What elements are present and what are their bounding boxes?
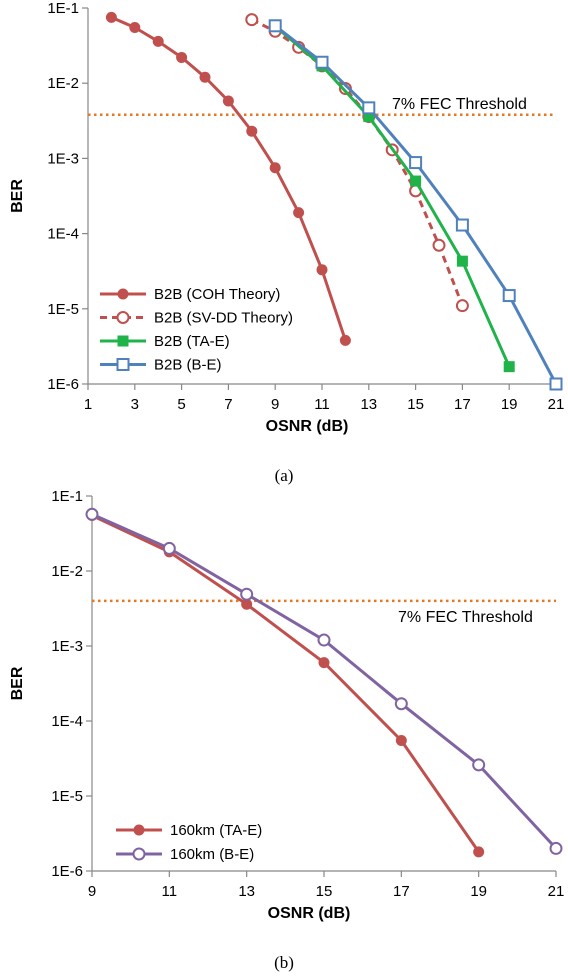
data-point <box>316 264 328 276</box>
data-point <box>363 111 375 123</box>
chart-a: 1E-61E-51E-41E-31E-21E-11 3 5 7 9 11 13 15 17 19 2… <box>9 0 564 485</box>
x-tick-label: 17 <box>454 396 471 413</box>
data-point <box>503 361 515 373</box>
x-tick-label: 21 <box>548 883 565 900</box>
x-tick-label: 13 <box>360 396 377 413</box>
fec-threshold-label: 7% FEC Threshold <box>392 96 527 113</box>
x-tick-label: 19 <box>470 883 487 900</box>
legend-label: B2B (TA-E) <box>154 333 230 350</box>
x-tick-label: 17 <box>393 883 410 900</box>
y-tick-label: 1E-2 <box>51 563 83 580</box>
y-tick-label: 1E-6 <box>47 376 79 393</box>
y-tick-label: 1E-2 <box>47 75 79 92</box>
data-point <box>455 299 469 313</box>
data-point <box>152 35 164 47</box>
x-tick-label: 13 <box>238 883 255 900</box>
data-point <box>502 289 516 303</box>
x-tick-label: 9 <box>88 883 96 900</box>
data-point <box>317 633 331 647</box>
x-tick-label: 11 <box>162 883 178 900</box>
x-tick-label: 15 <box>407 396 424 413</box>
legend-label: 160km (B-E) <box>170 846 254 863</box>
x-axis-label: OSNR (dB) <box>268 905 351 922</box>
data-point <box>240 587 254 601</box>
data-point <box>455 218 469 232</box>
series-line <box>251 18 464 307</box>
y-tick-label: 1E-1 <box>47 0 79 17</box>
data-point <box>409 156 423 170</box>
y-tick-label: 1E-1 <box>51 488 83 505</box>
data-point <box>473 846 485 858</box>
x-tick-label: 7 <box>224 396 232 413</box>
data-point <box>315 55 329 69</box>
data-point <box>432 238 446 252</box>
x-tick-label: 11 <box>314 396 330 413</box>
series-line <box>91 512 558 850</box>
x-tick-label: 1 <box>84 396 92 413</box>
figure-caption: (a) <box>275 466 294 485</box>
legend-marker <box>132 847 146 861</box>
series-line <box>91 514 480 853</box>
y-tick-label: 1E-6 <box>51 863 83 880</box>
x-tick-label: 9 <box>271 396 279 413</box>
legend-marker <box>116 311 130 324</box>
data-point <box>241 598 253 610</box>
x-tick-label: 21 <box>548 396 565 413</box>
data-point <box>85 507 99 521</box>
data-point <box>105 11 117 23</box>
chart-b: 1E-6 1E-5 1E-4 1E-3 1E-2 1E-1 9 11 13 15 17 19 21 OSN… <box>9 488 564 972</box>
data-point <box>456 255 468 267</box>
legend-label: B2B (COH Theory) <box>154 286 280 303</box>
data-point <box>362 101 376 115</box>
x-axis-label: OSNR (dB) <box>266 418 349 435</box>
data-point <box>176 51 188 63</box>
data-point <box>472 758 486 772</box>
legend-marker <box>117 288 129 300</box>
fec-threshold-label: 7% FEC Threshold <box>398 609 533 626</box>
series-line <box>274 24 558 385</box>
data-point <box>222 95 234 107</box>
y-tick-label: 1E-3 <box>51 638 83 655</box>
legend-label: B2B (SV-DD Theory) <box>154 310 293 327</box>
y-axis-label: BER <box>9 179 26 213</box>
data-point <box>246 125 258 137</box>
data-point <box>293 207 305 219</box>
legend-label: B2B (B-E) <box>154 357 222 374</box>
legend-label: 160km (TA-E) <box>170 822 262 839</box>
legend-marker <box>117 335 129 347</box>
series-line <box>274 25 511 368</box>
data-point <box>269 162 281 174</box>
y-tick-label: 1E-5 <box>51 788 83 805</box>
legend-marker <box>116 358 130 371</box>
x-tick-label: 5 <box>177 396 185 413</box>
data-point <box>129 22 141 34</box>
y-tick-label: 1E-3 <box>47 150 79 167</box>
x-tick-label: 3 <box>131 396 139 413</box>
data-point <box>199 71 211 83</box>
data-point <box>549 841 563 855</box>
y-tick-label: 1E-4 <box>47 226 79 243</box>
data-point <box>268 19 282 33</box>
data-point <box>549 377 563 391</box>
data-point <box>395 734 407 746</box>
data-point <box>318 657 330 669</box>
figure-caption: (b) <box>274 953 294 972</box>
y-axis-label: BER <box>9 666 26 700</box>
y-tick-label: 1E-5 <box>47 301 79 318</box>
x-tick-label: 15 <box>316 883 333 900</box>
y-tick-label: 1E-4 <box>51 713 83 730</box>
data-point <box>394 697 408 711</box>
legend-marker <box>133 824 145 836</box>
x-tick-label: 19 <box>501 396 518 413</box>
data-point <box>339 334 351 346</box>
data-point <box>410 175 422 187</box>
data-point <box>245 13 259 27</box>
data-point <box>162 541 176 555</box>
